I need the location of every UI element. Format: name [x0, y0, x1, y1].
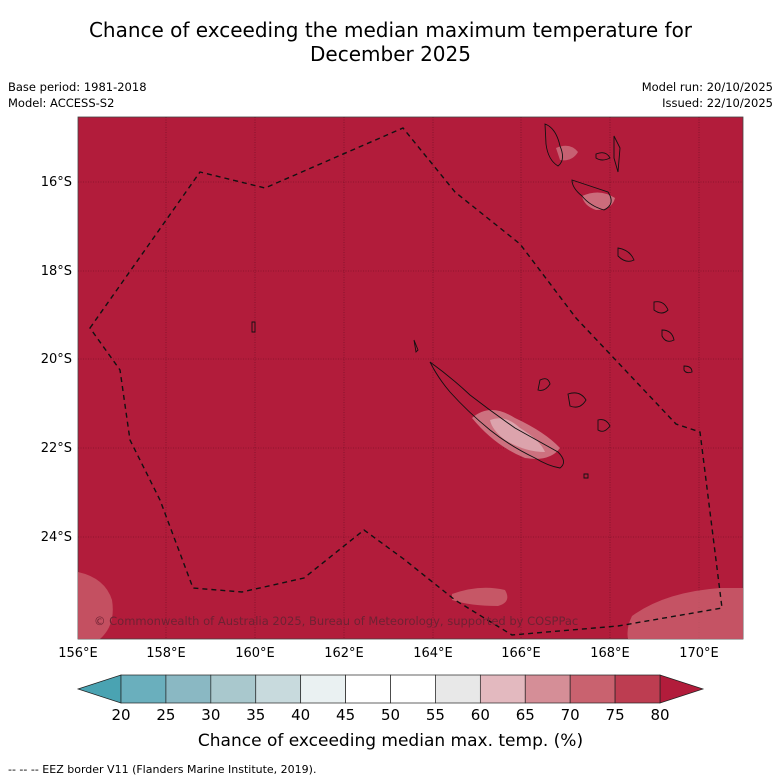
colorbar — [76, 674, 705, 704]
eez-legend-footer: -- -- -- EEZ border V11 (Flanders Marine… — [8, 763, 317, 776]
patch-south-central — [452, 587, 508, 606]
base-period: Base period: 1981-2018 — [8, 80, 147, 94]
colorbar-segment — [345, 674, 391, 704]
vanuatu-island-1 — [595, 152, 611, 161]
issued-date: Issued: 22/10/2025 — [662, 96, 773, 110]
islet-1 — [413, 339, 419, 353]
map-title: Chance of exceeding the median maximum t… — [0, 18, 781, 66]
patch-southwest — [78, 572, 113, 639]
lon-label: 166°E — [501, 646, 541, 661]
loyalty-island-3 — [597, 419, 611, 432]
copyright-notice: © Commonwealth of Australia 2025, Bureau… — [94, 614, 579, 628]
meta-right: Model run: 20/10/2025 Issued: 22/10/2025 — [642, 79, 773, 111]
patch-new-caledonia-core — [490, 418, 545, 452]
coastlines — [251, 123, 693, 479]
probability-patches — [78, 145, 743, 639]
colorbar-segment — [210, 674, 257, 704]
colorbar-tick-label: 75 — [605, 706, 625, 724]
colorbar-tick-label: 40 — [291, 706, 311, 724]
lat-label: 22°S — [40, 441, 72, 456]
new-caledonia-coast — [429, 361, 564, 469]
colorbar-over-arrow — [659, 674, 705, 704]
lat-label: 18°S — [40, 264, 72, 279]
colorbar-tick-label: 80 — [650, 706, 670, 724]
colorbar-segment — [479, 674, 526, 704]
gridlines — [78, 117, 743, 639]
colorbar-segment — [614, 674, 661, 704]
tanna — [653, 301, 669, 314]
colorbar-tick-label: 30 — [201, 706, 221, 724]
lat-label: 16°S — [40, 175, 72, 190]
colorbar-label: Chance of exceeding median max. temp. (%… — [197, 731, 584, 751]
lon-label: 162°E — [324, 646, 364, 661]
lon-label: 170°E — [679, 646, 719, 661]
espiritu-santo — [544, 123, 563, 167]
lat-label: 24°S — [40, 530, 72, 545]
title-line-2: December 2025 — [310, 42, 471, 66]
colorbar-segment — [390, 674, 436, 704]
colorbar-segment — [435, 674, 481, 704]
colorbar-tick-label: 35 — [246, 706, 266, 724]
efate — [617, 247, 635, 262]
lon-label: 168°E — [590, 646, 630, 661]
loyalty-island-2 — [567, 392, 587, 408]
colorbar-tick-label: 70 — [560, 706, 580, 724]
model-name: Model: ACCESS-S2 — [8, 96, 115, 110]
meta-left: Base period: 1981-2018 Model: ACCESS-S2 — [8, 79, 147, 111]
colorbar-tick-label: 50 — [380, 706, 401, 724]
colorbar-tick-label: 25 — [156, 706, 176, 724]
islet-4 — [683, 365, 693, 374]
lon-label: 156°E — [58, 646, 98, 661]
title-line-1: Chance of exceeding the median maximum t… — [88, 18, 693, 42]
malekula — [571, 179, 612, 211]
colorbar-segment — [255, 674, 302, 704]
colorbar-tick-label: 65 — [515, 706, 535, 724]
colorbar-under-arrow — [76, 674, 122, 704]
aneityum — [661, 329, 675, 342]
islet-3 — [251, 321, 256, 333]
model-run: Model run: 20/10/2025 — [641, 80, 773, 94]
vanuatu-island-2 — [613, 135, 621, 173]
map-panel — [77, 116, 744, 640]
lon-label: 158°E — [146, 646, 186, 661]
lon-label: 160°E — [235, 646, 275, 661]
loyalty-island-1 — [537, 378, 551, 391]
patch-southeast — [627, 588, 743, 639]
colorbar-segment — [165, 674, 212, 704]
colorbar-segment — [524, 674, 571, 704]
eez-border — [89, 127, 723, 636]
lon-label: 164°E — [413, 646, 453, 661]
lat-label: 20°S — [40, 352, 72, 367]
colorbar-segment — [569, 674, 616, 704]
colorbar-tick-label: 60 — [470, 706, 490, 724]
islet-2 — [583, 473, 589, 479]
colorbar-segment — [300, 674, 346, 704]
colorbar-tick-label: 45 — [336, 706, 356, 724]
colorbar-tick-label: 20 — [111, 706, 131, 724]
colorbar-tick-label: 55 — [425, 706, 445, 724]
colorbar-segment — [120, 674, 167, 704]
patch-vanuatu — [582, 192, 615, 210]
